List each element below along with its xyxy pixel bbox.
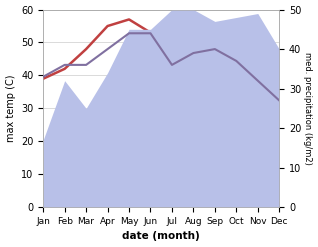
X-axis label: date (month): date (month) bbox=[122, 231, 200, 242]
Y-axis label: max temp (C): max temp (C) bbox=[5, 75, 16, 142]
Y-axis label: med. precipitation (kg/m2): med. precipitation (kg/m2) bbox=[303, 52, 313, 165]
